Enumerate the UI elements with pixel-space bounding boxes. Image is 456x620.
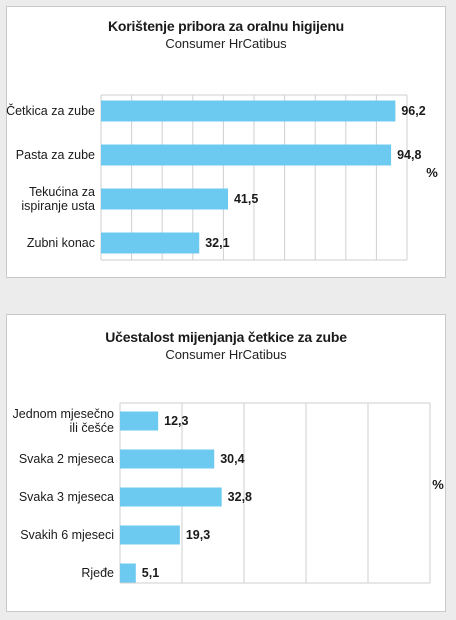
- data-label: 30,4: [220, 452, 244, 466]
- data-label: 32,8: [228, 490, 252, 504]
- data-label: 12,3: [164, 414, 188, 428]
- category-label: Četkica za zube: [6, 103, 95, 118]
- bar: [120, 563, 136, 583]
- category-label: Svaka 3 mjeseca: [19, 490, 114, 504]
- bar: [120, 487, 222, 507]
- category-label: Rjeđe: [81, 566, 114, 580]
- data-label: 41,5: [234, 192, 258, 206]
- data-label: 5,1: [142, 566, 159, 580]
- bar: [101, 232, 200, 254]
- chart-panel-frequency: Učestalost mijenjanja četkice za zube Co…: [6, 314, 446, 612]
- bar: [120, 449, 215, 469]
- category-label: ili češće: [70, 421, 115, 435]
- chart-subtitle: Consumer HrCatibus: [165, 347, 287, 362]
- category-label: Jednom mjesečno: [13, 407, 114, 421]
- category-label: Zubni konac: [27, 236, 95, 250]
- chart-title: Korištenje pribora za oralnu higijenu: [107, 18, 345, 34]
- chart-subtitle: Consumer HrCatibus: [165, 36, 287, 51]
- usage-bar-chart: Četkica za zube 96,2 Pasta za zube 94,8 Teku…: [6, 94, 438, 261]
- category-label: ispiranje usta: [21, 199, 95, 213]
- data-label: 94,8: [397, 148, 421, 162]
- chart-title: Učestalost mijenjanja četkice za zube: [105, 329, 347, 345]
- bar: [101, 144, 392, 166]
- unit-label: %: [426, 165, 438, 180]
- category-label: Svakih 6 mjeseci: [20, 528, 114, 542]
- category-label: Pasta za zube: [16, 148, 95, 162]
- category-label: Tekućina za: [29, 185, 95, 199]
- bar: [101, 188, 228, 210]
- bar: [101, 100, 396, 122]
- data-label: 19,3: [186, 528, 210, 542]
- chart-panel-usage: Korištenje pribora za oralnu higijenu Co…: [6, 6, 446, 278]
- bar: [120, 411, 159, 431]
- bar: [120, 525, 180, 545]
- unit-label: %: [432, 477, 444, 492]
- category-label: Svaka 2 mjeseca: [19, 452, 114, 466]
- data-label: 96,2: [401, 104, 425, 118]
- data-label: 32,1: [205, 236, 229, 250]
